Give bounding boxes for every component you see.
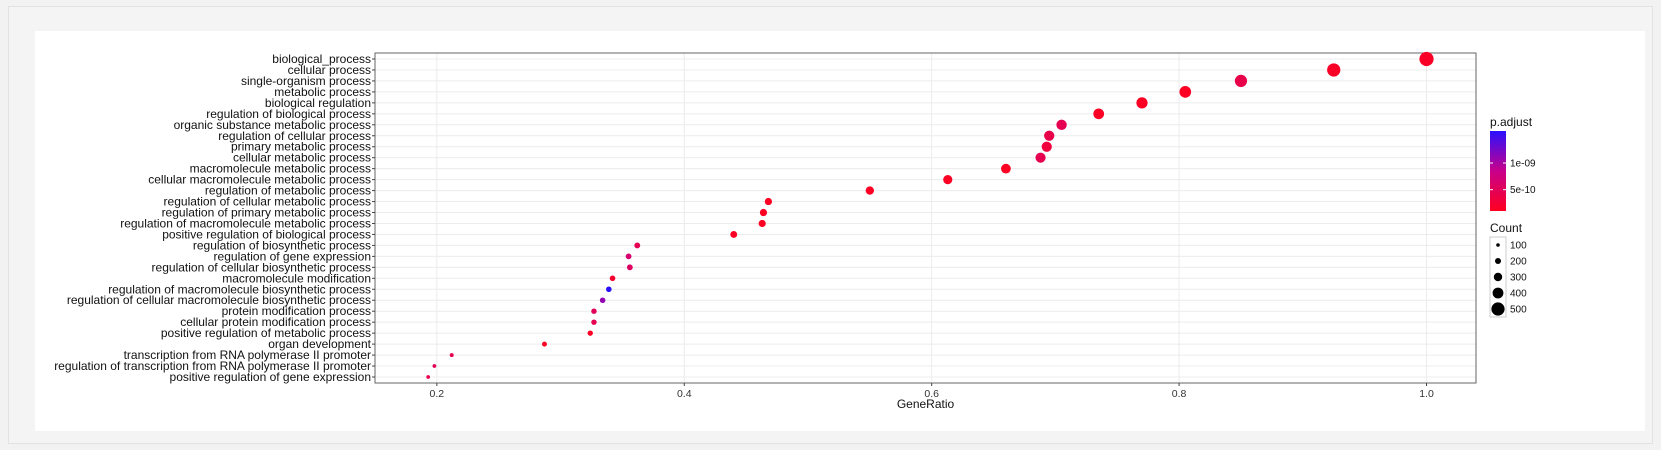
size-legend-label: 200	[1510, 257, 1527, 268]
x-axis-ticks: 0.2 0.4 0.6 0.8 1.0	[430, 383, 1434, 400]
y-tick-label: positive regulation of metabolic process	[161, 326, 371, 340]
y-tick-label: organic substance metabolic process	[174, 118, 371, 132]
data-point	[609, 275, 616, 282]
data-point	[449, 353, 454, 358]
color-legend: p.adjust 1e-09 5e-10	[1490, 115, 1536, 211]
data-point	[1001, 163, 1011, 174]
size-legend-label: 400	[1510, 289, 1527, 300]
y-tick-label: regulation of cellular process	[218, 129, 371, 143]
data-point	[606, 286, 612, 293]
data-point	[599, 297, 606, 304]
data-point	[1234, 74, 1248, 88]
y-tick-label: regulation of primary metabolic process	[162, 206, 371, 220]
grid-lines	[375, 53, 1476, 383]
y-tick-label: macromolecule metabolic process	[190, 162, 371, 176]
y-tick-label: regulation of cellular macromolecule bio…	[67, 293, 371, 307]
size-legend-dot	[1492, 287, 1504, 299]
size-legend-label: 100	[1510, 241, 1527, 252]
data-point	[764, 197, 773, 206]
y-tick-label: biological_process	[272, 52, 371, 66]
y-tick-label: regulation of macromolecule metabolic pr…	[120, 216, 371, 230]
data-point	[1044, 130, 1055, 141]
data-point	[1419, 51, 1434, 67]
x-tick-label: 0.4	[677, 388, 692, 400]
data-point	[1136, 97, 1148, 109]
plot-border	[374, 52, 1477, 384]
color-legend-bar	[1490, 131, 1506, 211]
y-tick-label: regulation of gene expression	[214, 249, 371, 263]
data-point	[587, 330, 593, 336]
y-tick-label: cellular process	[288, 63, 371, 77]
plot-panel: biological_process cellular process single…	[35, 31, 1645, 431]
size-legend-label: 500	[1510, 305, 1527, 316]
color-legend-label: 5e-10	[1510, 185, 1536, 196]
size-legend-dot	[1496, 243, 1500, 247]
y-tick-label: cellular metabolic process	[233, 151, 371, 165]
y-tick-label: primary metabolic process	[231, 140, 371, 154]
y-tick-label: cellular protein modification process	[180, 315, 371, 329]
color-legend-label: 1e-09	[1510, 159, 1536, 170]
data-point	[865, 186, 874, 195]
y-tick-label: macromolecule modification	[222, 271, 371, 285]
y-tick-label: metabolic process	[274, 85, 371, 99]
data-point	[1035, 152, 1046, 163]
y-tick-label: single-organism process	[241, 74, 371, 88]
x-tick-label: 0.2	[430, 388, 445, 400]
size-legend-dot	[1491, 302, 1505, 316]
data-points	[426, 51, 1434, 379]
data-point	[759, 208, 768, 217]
y-tick-label: regulation of cellular biosynthetic proc…	[152, 260, 371, 274]
size-legend: Count 100 200 300 400 500	[1489, 221, 1527, 318]
data-point	[626, 264, 633, 271]
y-tick-label: positive regulation of biological proces…	[162, 227, 371, 241]
y-tick-label: biological regulation	[265, 96, 371, 110]
x-tick-label: 0.8	[1172, 388, 1187, 400]
data-point	[542, 341, 547, 347]
y-tick-label: regulation of biosynthetic process	[193, 238, 371, 252]
data-point	[432, 364, 437, 368]
y-tick-label: regulation of transcription from RNA pol…	[54, 359, 371, 373]
data-point	[591, 308, 597, 314]
data-point	[591, 319, 597, 325]
y-tick-label: regulation of macromolecule biosynthetic…	[108, 282, 371, 296]
y-tick-label: organ development	[268, 337, 371, 351]
size-legend-label: 300	[1510, 273, 1527, 284]
y-tick-label: transcription from RNA polymerase II pro…	[124, 348, 371, 362]
y-tick-label: regulation of biological process	[206, 107, 371, 121]
y-tick-label: regulation of metabolic process	[205, 184, 371, 198]
size-legend-title: Count	[1490, 221, 1523, 235]
figure-frame: biological_process cellular process single…	[8, 6, 1653, 444]
x-tick-label: 0.6	[924, 388, 939, 400]
data-point	[1179, 86, 1192, 98]
data-point	[758, 219, 766, 228]
size-legend-dot	[1493, 272, 1503, 282]
data-point	[426, 375, 431, 379]
data-point	[1093, 108, 1105, 120]
data-point	[943, 175, 953, 185]
data-point	[730, 230, 738, 238]
y-tick-label: positive regulation of gene expression	[170, 370, 371, 384]
data-point	[634, 242, 641, 249]
size-legend-dot	[1494, 257, 1502, 265]
y-tick-label: cellular macromolecule metabolic process	[148, 173, 371, 187]
data-point	[1041, 141, 1052, 152]
data-point	[1327, 63, 1341, 77]
y-tick-label: protein modification process	[222, 304, 371, 318]
data-point	[625, 253, 632, 260]
x-axis-title: GeneRatio	[897, 397, 955, 411]
x-tick-label: 1.0	[1419, 388, 1434, 400]
y-tick-label: regulation of cellular metabolic process	[164, 195, 371, 209]
color-legend-title: p.adjust	[1490, 115, 1533, 129]
data-point	[1056, 119, 1067, 130]
